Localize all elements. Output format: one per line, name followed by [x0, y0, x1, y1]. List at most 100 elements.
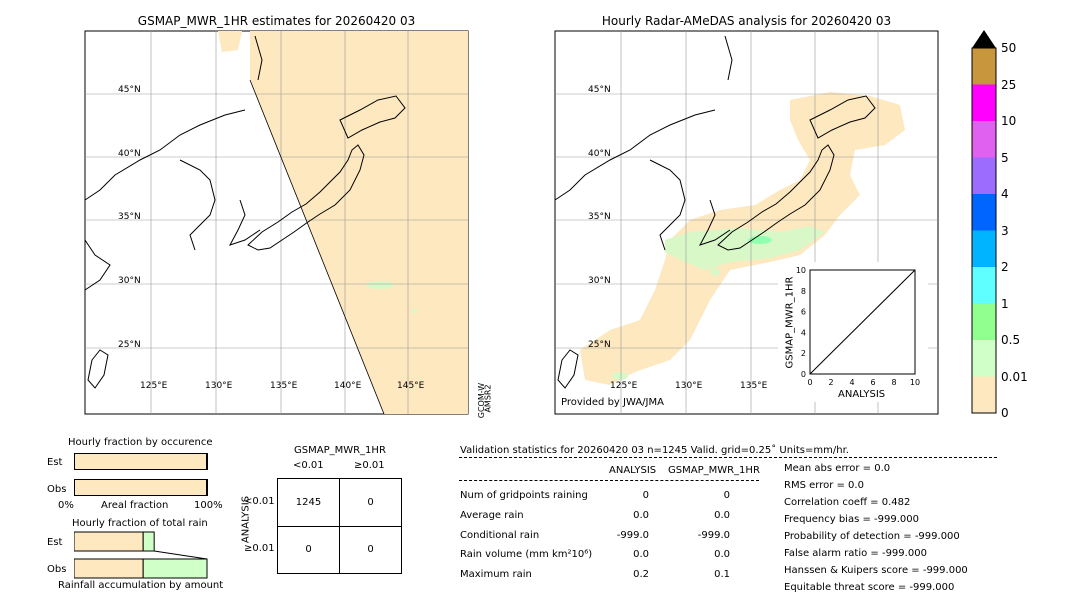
scatter-xtick-10: 10	[910, 378, 920, 387]
cell-11: 0	[367, 544, 374, 555]
left-map	[84, 30, 469, 415]
colorbar-label-9: 0.01	[1001, 369, 1028, 384]
right-lat-25: 25°N	[588, 340, 611, 350]
scatter-xtick-0: 0	[807, 378, 812, 387]
right-lat-30: 30°N	[588, 276, 611, 286]
scatter-ytick-2: 2	[801, 349, 806, 358]
scatter-ytick-8: 8	[801, 287, 806, 296]
scatter-xtick-8: 8	[891, 378, 896, 387]
colorbar-label-6: 2	[1001, 260, 1009, 274]
right-lat-35: 35°N	[588, 212, 611, 222]
colorbar-label-4: 4	[1001, 187, 1009, 201]
score-1: RMS error = 0.0	[784, 480, 864, 491]
occ-obs-bar	[75, 480, 207, 495]
left-lat-40: 40°N	[118, 149, 141, 159]
colorbar-cell-8	[972, 340, 996, 377]
occurrence-title: Hourly fraction by occurence	[68, 437, 213, 448]
colorbar-label-5: 3	[1001, 223, 1009, 238]
inset-ylabel: GSMAP_MWR_1HR	[784, 276, 796, 369]
contingency-grid: 1245 0 0 0	[277, 478, 402, 574]
scatter-xtick-2: 2	[828, 378, 833, 387]
colorbar-label-7: 1	[1001, 296, 1009, 311]
rain-est-label: Est	[47, 537, 63, 548]
left-lat-25: 25°N	[118, 340, 141, 350]
provider-label: Provided by JWA/JMA	[561, 397, 664, 408]
left-lon-125: 125°E	[140, 381, 168, 391]
inset-scatter: 0 2 4 6 8 10 0 2 4 6 8 10	[778, 262, 928, 402]
rain-est-green	[142, 531, 155, 552]
scatter-xtick-4: 4	[849, 378, 854, 387]
occ-est-bar-frame	[74, 453, 208, 470]
cont-row-1: ≥0.01	[244, 543, 275, 554]
left-map-title: GSMAP_MWR_1HR estimates for 20260420 03	[137, 14, 416, 28]
col-gsmap: GSMAP_MWR_1HR	[668, 465, 760, 476]
left-lon-130: 130°E	[205, 381, 233, 391]
left-lon-145: 145°E	[397, 381, 425, 391]
right-lon-125: 125°E	[610, 381, 638, 391]
right-lat-45: 45°N	[588, 85, 611, 95]
validation-header: Validation statistics for 20260420 03 n=…	[460, 445, 849, 456]
occ-tick-0: 0%	[58, 500, 74, 511]
cont-row-0: <0.01	[244, 496, 275, 507]
left-lat-35: 35°N	[118, 212, 141, 222]
scatter-ytick-0: 0	[801, 370, 806, 379]
colorbar-cell-6	[972, 267, 996, 304]
stat-gsmap-2: -999.0	[697, 530, 730, 541]
stat-label-3: Rain volume (mm km²10⁶)	[460, 549, 593, 560]
stat-analysis-3: 0.0	[633, 549, 649, 560]
left-lon-135: 135°E	[270, 381, 298, 391]
occ-xlabel: Areal fraction	[101, 500, 169, 511]
rain-bars	[74, 531, 208, 579]
colorbar-arrow	[972, 30, 996, 48]
cell-00: 1245	[295, 497, 322, 508]
cell-10: 0	[305, 544, 312, 555]
colorbar-cell-3	[972, 157, 996, 194]
right-lon-135: 135°E	[740, 381, 768, 391]
contingency-title: GSMAP_MWR_1HR	[294, 445, 386, 456]
colorbar-cell-2	[972, 121, 996, 158]
cont-col-0: <0.01	[293, 460, 324, 471]
colorbar-label-10: 0	[1001, 406, 1009, 420]
colorbar-cell-0	[972, 48, 996, 85]
colorbar-cell-4	[972, 194, 996, 231]
rain-xlabel: Rainfall accumulation by amount	[58, 580, 224, 591]
stat-gsmap-0: 0	[723, 490, 730, 501]
colorbar-label-1: 25	[1001, 77, 1017, 92]
left-lon-140: 140°E	[334, 381, 362, 391]
scatter-ytick-4: 4	[801, 328, 806, 337]
col-analysis: ANALYSIS	[609, 465, 657, 476]
score-4: Probability of detection = -999.000	[784, 531, 960, 542]
stat-label-2: Conditional rain	[460, 530, 540, 541]
rain-est-bar	[74, 531, 144, 552]
right-map-title: Hourly Radar-AMeDAS analysis for 2026042…	[601, 14, 892, 28]
colorbar-label-3: 5	[1001, 150, 1009, 165]
colorbar-cell-9	[972, 376, 996, 413]
rain-obs-bar	[74, 558, 144, 579]
total-rain-title: Hourly fraction of total rain	[72, 518, 208, 529]
stat-label-1: Average rain	[460, 510, 524, 521]
score-3: Frequency bias = -999.000	[784, 514, 919, 525]
stat-label-0: Num of gridpoints raining	[460, 490, 588, 501]
right-lat-40: 40°N	[588, 149, 611, 159]
reference-line	[809, 269, 916, 375]
colorbar	[971, 30, 997, 414]
occ-est-bar	[75, 454, 207, 469]
occ-obs-bar-frame	[74, 479, 208, 496]
stat-gsmap-1: 0.0	[714, 510, 730, 521]
scatter-ytick-6: 6	[801, 308, 806, 317]
colorbar-label-8: 0.5	[1001, 333, 1021, 347]
left-lat-30: 30°N	[118, 276, 141, 286]
right-lon-130: 130°E	[675, 381, 703, 391]
inset-xlabel: ANALYSIS	[838, 389, 886, 400]
score-5: False alarm ratio = -999.000	[784, 548, 927, 559]
score-2: Correlation coeff = 0.482	[784, 497, 911, 508]
stat-analysis-1: 0.0	[633, 510, 649, 521]
stat-gsmap-3: 0.0	[714, 549, 730, 560]
colorbar-cell-7	[972, 303, 996, 340]
colorbar-label-0: 50	[1001, 41, 1017, 55]
score-6: Hanssen & Kuipers score = -999.000	[784, 565, 968, 576]
satellite-label: GCOM-W AMSR2	[472, 380, 512, 418]
occ-tick-100: 100%	[194, 500, 223, 511]
rain-obs-green	[142, 558, 208, 579]
stat-analysis-2: -999.0	[616, 530, 649, 541]
